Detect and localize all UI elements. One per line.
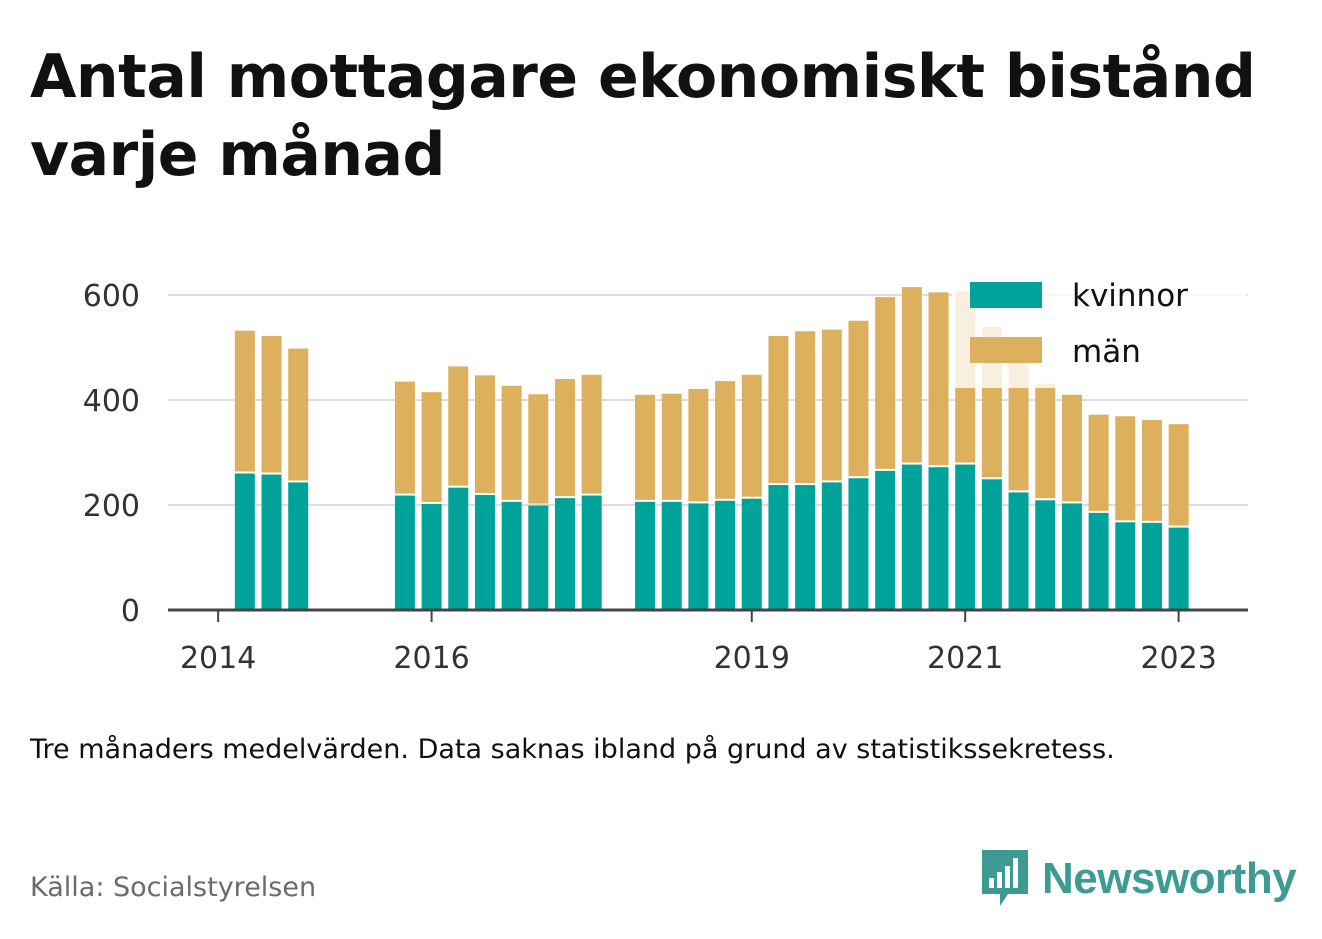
legend-swatch-kvinnor: [970, 282, 1042, 308]
x-tick-label: 2019: [714, 641, 790, 676]
y-tick-label: 0: [121, 594, 140, 629]
bar-kvinnor: [448, 487, 469, 610]
x-tick-label: 2023: [1140, 641, 1216, 676]
bar-kvinnor: [741, 498, 762, 610]
bar-man: [875, 297, 896, 469]
bar-man: [901, 287, 922, 463]
bar-kvinnor: [554, 498, 575, 610]
bar-man: [421, 392, 442, 502]
bar-man: [795, 331, 816, 484]
legend-label-kvinnor: kvinnor: [1072, 278, 1188, 314]
bar-kvinnor: [928, 467, 949, 610]
bar-kvinnor: [768, 485, 789, 610]
legend-label-man: män: [1072, 334, 1141, 370]
bar-man: [768, 335, 789, 484]
bar-kvinnor: [1035, 500, 1056, 610]
bar-man: [688, 388, 709, 502]
bar-man: [848, 320, 869, 477]
bar-man: [581, 374, 602, 494]
bar-man: [234, 330, 255, 472]
brand-logo: Newsworthy: [980, 848, 1297, 910]
x-tick-label: 2014: [180, 641, 256, 676]
bars: [234, 287, 1189, 610]
legend: kvinnor män: [952, 268, 1247, 388]
brand-name: Newsworthy: [1042, 854, 1297, 903]
bar-man: [1061, 394, 1082, 502]
bar-man: [1088, 414, 1109, 511]
bar-man: [1141, 419, 1162, 521]
y-tick-label: 600: [83, 279, 140, 314]
bar-man: [1035, 383, 1056, 499]
bar-kvinnor: [501, 501, 522, 610]
bar-kvinnor: [875, 470, 896, 610]
bar-man: [474, 375, 495, 494]
bar-man: [261, 335, 282, 473]
bar-man: [394, 381, 415, 494]
x-axis: 2014 2016 2019 2021 2023: [168, 608, 1248, 676]
bar-kvinnor: [635, 501, 656, 610]
chart-note: Tre månaders medelvärden. Data saknas ib…: [30, 734, 1115, 765]
bar-kvinnor: [901, 464, 922, 610]
bar-man: [528, 394, 549, 504]
bar-kvinnor: [821, 482, 842, 610]
bar-man: [635, 394, 656, 500]
bar-kvinnor: [474, 495, 495, 610]
bar-man: [821, 329, 842, 481]
bar-kvinnor: [528, 505, 549, 610]
bar-kvinnor: [1008, 492, 1029, 610]
bar-kvinnor: [715, 500, 736, 610]
bar-kvinnor: [848, 478, 869, 610]
bar-man: [1115, 416, 1136, 521]
bar-kvinnor: [1141, 522, 1162, 610]
bar-man: [1168, 424, 1189, 526]
bar-man: [661, 393, 682, 500]
y-tick-label: 400: [83, 384, 140, 419]
bar-man: [928, 292, 949, 466]
x-tick-label: 2021: [927, 641, 1003, 676]
bar-kvinnor: [581, 495, 602, 610]
bar-man: [554, 379, 575, 497]
x-tick-label: 2016: [393, 641, 469, 676]
bar-man: [715, 381, 736, 499]
bar-kvinnor: [1168, 527, 1189, 610]
bar-man: [1008, 358, 1029, 491]
bar-kvinnor: [234, 473, 255, 610]
newsworthy-logo-icon: [982, 850, 1028, 906]
bar-kvinnor: [288, 482, 309, 610]
legend-swatch-man: [970, 337, 1042, 363]
y-tick-label: 200: [83, 489, 140, 524]
bar-kvinnor: [955, 464, 976, 610]
bar-man: [741, 374, 762, 497]
y-axis: 0 200 400 600: [83, 279, 140, 629]
bar-kvinnor: [1115, 522, 1136, 610]
bar-man: [448, 366, 469, 486]
bar-kvinnor: [1061, 503, 1082, 610]
bar-kvinnor: [661, 501, 682, 610]
chart-title: Antal mottagare ekonomiskt bistånd varje…: [30, 42, 1256, 190]
bar-kvinnor: [261, 474, 282, 610]
bar-kvinnor: [1088, 512, 1109, 610]
bar-kvinnor: [421, 503, 442, 610]
bar-kvinnor: [688, 503, 709, 610]
bar-kvinnor: [394, 495, 415, 610]
source-text: Källa: Socialstyrelsen: [30, 872, 317, 903]
bar-kvinnor: [795, 485, 816, 610]
bar-kvinnor: [981, 479, 1002, 610]
bar-man: [501, 385, 522, 500]
bar-man: [288, 348, 309, 481]
